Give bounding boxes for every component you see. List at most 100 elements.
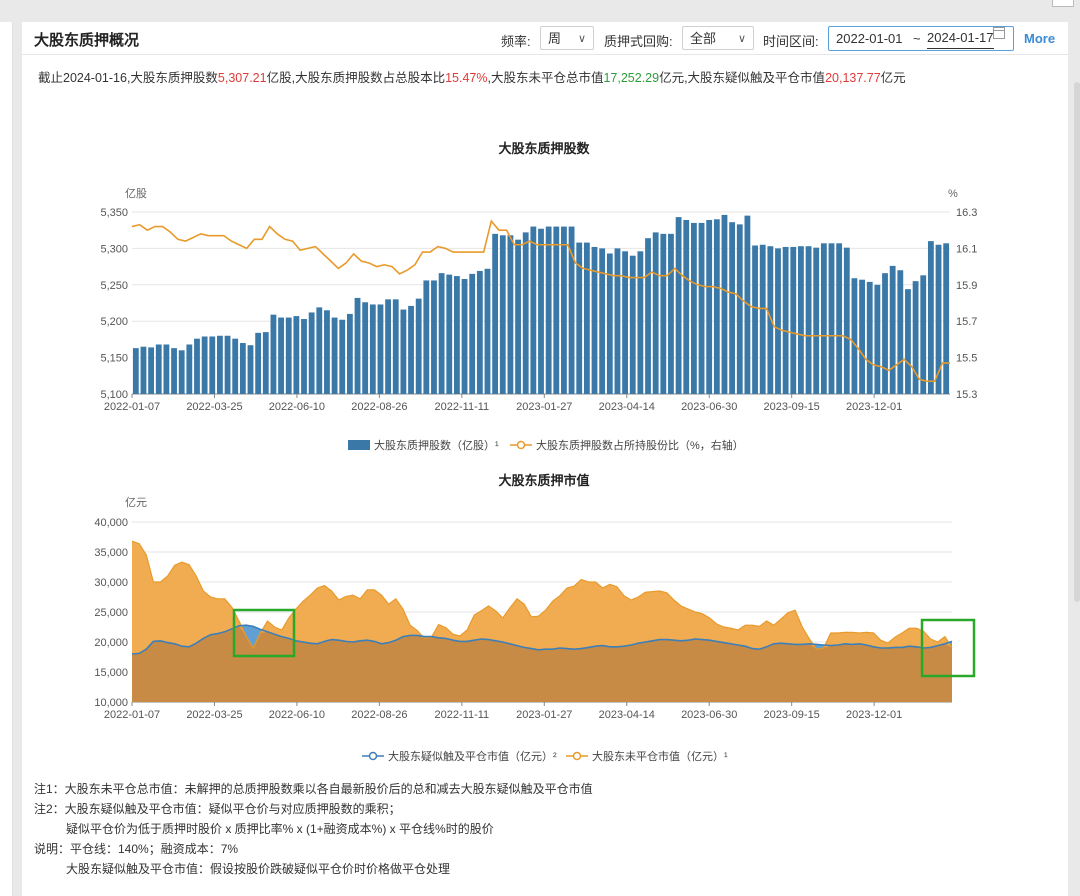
bar (912, 281, 919, 394)
summary-text-3: ,大股东未平仓总市值 (487, 71, 604, 85)
bar (247, 345, 254, 394)
bar (706, 220, 713, 394)
y-tick-right: 15.5 (956, 353, 977, 365)
summary-open-value: 17,252.29 (603, 71, 660, 85)
bar (614, 248, 621, 394)
x-tick-label: 2023-04-14 (599, 709, 655, 721)
bar (438, 273, 445, 394)
bar (262, 332, 269, 394)
highlight-box (920, 618, 976, 678)
bar (369, 304, 376, 394)
y-tick-left: 5,150 (100, 353, 128, 365)
x-tick-label: 2022-06-10 (269, 401, 325, 413)
y-tick-right: 15.9 (956, 280, 977, 292)
bar (698, 222, 705, 394)
bar (476, 270, 483, 394)
bar (736, 224, 743, 394)
more-link[interactable]: More (1024, 31, 1056, 46)
x-tick-label: 2023-06-30 (681, 401, 737, 413)
bar (553, 226, 560, 394)
corner-control[interactable] (1052, 0, 1074, 7)
y-tick-left: 5,100 (100, 389, 128, 401)
y-tick: 40,000 (94, 517, 128, 529)
date-range-start[interactable]: 2022-01-01 (836, 31, 903, 46)
legend-bar-swatch (348, 440, 370, 450)
frequency-select[interactable]: 周 ∨ (540, 26, 594, 50)
x-tick-label: 2023-09-15 (764, 709, 820, 721)
date-range-picker[interactable]: 2022-01-01 ~ 2024-01-17 (828, 26, 1014, 51)
bar (454, 276, 460, 394)
x-tick-label: 2023-01-27 (516, 401, 572, 413)
bar (224, 335, 231, 394)
summary-pledged-shares: 5,307.21 (217, 71, 267, 85)
bar (431, 280, 437, 394)
bar (461, 278, 468, 394)
chevron-down-icon: ∨ (737, 33, 746, 45)
scrollbar[interactable] (1074, 82, 1080, 602)
summary-line: 截止2024-01-16,大股东质押股数5,307.21亿股,大股东质押股数占总… (38, 67, 906, 86)
repo-method-value: 全部 (690, 31, 717, 46)
bar (293, 316, 300, 394)
overlap-area (132, 625, 952, 702)
bar (820, 243, 827, 394)
repo-method-label: 质押式回购: (604, 34, 673, 49)
pledge-overview-panel: 大股东质押概况 频率: 周 ∨ 质押式回购: 全部 ∨ 时间区间: 2022-0… (22, 22, 1080, 896)
legend-bar-label: 大股东质押股数（亿股）¹ (374, 438, 499, 452)
frequency-value: 周 (548, 31, 562, 46)
x-tick-label: 2022-01-07 (104, 401, 160, 413)
bar (905, 289, 911, 394)
bar (522, 232, 529, 394)
bar (140, 346, 147, 394)
x-tick-label: 2022-06-10 (269, 709, 325, 721)
bar (637, 251, 644, 394)
bar (622, 251, 628, 394)
y-tick-left: 5,200 (100, 316, 128, 328)
calendar-icon[interactable] (993, 27, 1005, 39)
repo-method-select[interactable]: 全部 ∨ (682, 26, 754, 50)
bar (576, 242, 583, 394)
y-tick-right: 16.3 (956, 207, 977, 219)
bar (721, 214, 728, 394)
footnotes: 注1：大股东未平仓总市值：未解押的总质押股数乘以各自最新股价后的总和减去大股东疑… (34, 779, 593, 879)
bar (255, 332, 262, 394)
bar (629, 255, 636, 394)
note-explain: 说明：平仓线：140%；融资成本：7% (34, 842, 239, 856)
bar (752, 245, 758, 394)
panel-header: 大股东质押概况 频率: 周 ∨ 质押式回购: 全部 ∨ 时间区间: 2022-0… (22, 22, 1068, 55)
bar (446, 274, 453, 394)
x-tick-label: 2022-11-11 (435, 709, 490, 721)
chevron-down-icon: ∨ (577, 33, 586, 45)
summary-text-1: 截止2024-01-16,大股东质押股数 (38, 71, 218, 85)
pledge-ratio-line (131, 219, 950, 383)
bar (530, 226, 537, 394)
chart-title: 大股东质押市值 (498, 473, 589, 488)
bar (859, 279, 865, 394)
y-tick: 35,000 (94, 547, 128, 559)
bar (683, 220, 690, 394)
bar (239, 343, 246, 394)
highlight-box (232, 608, 296, 658)
x-tick-label: 2022-08-26 (351, 709, 407, 721)
x-tick-label: 2023-12-01 (846, 709, 902, 721)
bar (759, 244, 766, 394)
y-axis-left-unit: 亿股 (125, 187, 147, 200)
x-tick-label: 2022-11-11 (435, 401, 490, 413)
frequency-label: 频率: (501, 34, 531, 49)
bar (385, 299, 392, 394)
bar (499, 235, 506, 394)
x-tick-label: 2022-01-07 (104, 709, 160, 721)
legend-blue-label: 大股东疑似触及平仓市值（亿元）² (388, 749, 557, 763)
open-value-line (131, 540, 953, 650)
bar (132, 348, 139, 394)
bar (270, 314, 277, 394)
bar (668, 233, 674, 394)
x-tick-label: 2022-03-25 (186, 401, 242, 413)
date-range-end[interactable]: 2024-01-17 (927, 27, 994, 49)
bar (843, 247, 850, 394)
bar (675, 217, 682, 394)
note-explain-detail: 大股东疑似触及平仓市值：假设按股价跌破疑似平仓价时价格做平仓处理 (66, 862, 451, 876)
bar (232, 338, 239, 394)
x-tick-label: 2023-12-01 (846, 401, 902, 413)
bar (285, 317, 292, 394)
